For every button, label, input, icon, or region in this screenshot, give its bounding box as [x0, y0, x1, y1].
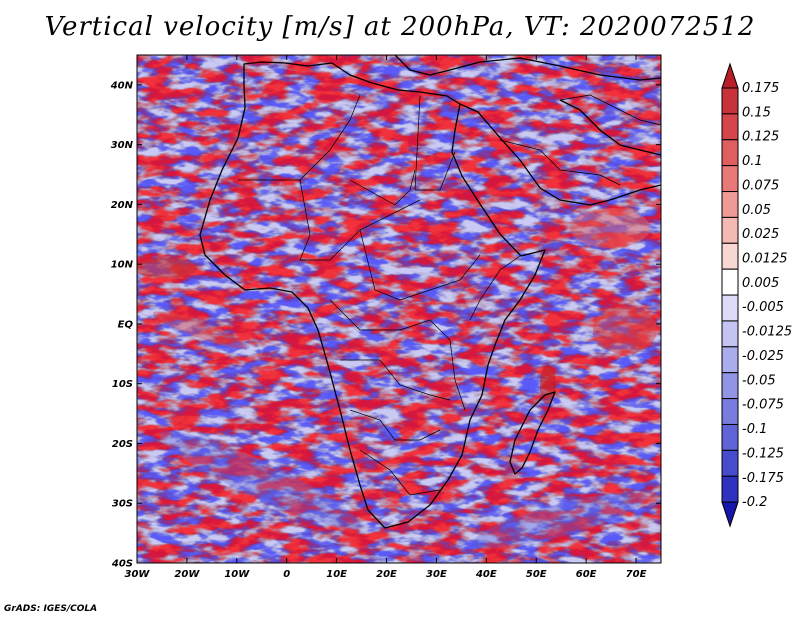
colorbar-swatch	[721, 191, 739, 218]
lon-tick-label: 10W	[224, 569, 250, 580]
border-line	[299, 179, 421, 261]
lon-tick-label: 20W	[174, 569, 200, 580]
lat-tick-label: 20S	[112, 439, 133, 450]
colorbar-label: 0.0125	[742, 252, 788, 267]
colorbar-label: -0.0125	[742, 325, 792, 340]
europe-asia-coastline	[394, 55, 661, 81]
longitude-labels: 30W 20W 10W 0 10E 20E 30E 40E 50E 60E 70E	[125, 569, 647, 580]
lat-tick-label: 30S	[112, 499, 133, 510]
border-line	[349, 169, 416, 206]
colorbar-label: 0.125	[742, 130, 779, 145]
colorbar-label: -0.05	[742, 373, 776, 388]
colorbar-swatch	[721, 423, 739, 451]
border-line	[414, 95, 456, 191]
lat-tick-label: 10N	[111, 260, 134, 271]
colorbar-label: -0.005	[742, 300, 784, 315]
gulf-coastline	[559, 99, 661, 156]
lat-tick-label: 30N	[111, 140, 134, 151]
colorbar-swatch	[721, 139, 739, 167]
africa-coastline	[199, 61, 546, 529]
field-feature	[137, 258, 197, 278]
colorbar-label: 0.175	[742, 81, 779, 96]
colorbar-swatch	[721, 242, 739, 270]
colorbar-label: -0.1	[742, 422, 767, 437]
colorbar-swatch	[721, 165, 739, 193]
colorbar-label: 0.15	[742, 105, 771, 120]
lat-tick-label: 40N	[110, 80, 134, 91]
lon-tick-label: 10E	[326, 569, 347, 580]
colorbar-label: 0.1	[742, 154, 763, 169]
lon-tick-label: 40E	[475, 569, 497, 580]
colorbar-swatch	[721, 87, 739, 115]
lon-tick-label: 30W	[125, 569, 151, 580]
lat-tick-label: EQ	[118, 319, 134, 330]
lon-tick-label: 0	[283, 569, 290, 580]
colorbar-swatch	[721, 320, 739, 348]
colorbar-swatch	[721, 372, 739, 400]
colorbar-label: -0.125	[742, 446, 784, 461]
colorbar-label: -0.025	[742, 349, 784, 364]
border-line	[238, 94, 361, 181]
colorbar-arrow-top	[721, 62, 739, 89]
colorbar-label: 0.025	[742, 227, 779, 242]
border-line	[559, 94, 661, 126]
colorbar-swatch	[721, 268, 739, 296]
colorbar-label: 0.075	[742, 178, 779, 193]
field-feature	[593, 306, 657, 354]
colorbar-arrow-bottom	[721, 501, 739, 528]
colorbar-swatch	[721, 398, 739, 425]
field-feature	[540, 365, 556, 405]
colorbar-label: -0.175	[742, 471, 784, 486]
lat-tick-label: 20N	[111, 200, 134, 211]
lon-tick-label: 70E	[626, 569, 647, 580]
coastlines	[199, 55, 661, 529]
lat-tick-label: 10S	[112, 379, 133, 390]
field-feature	[152, 311, 248, 349]
field-feature	[472, 492, 648, 548]
credit-text: GrADS: IGES/COLA	[4, 604, 98, 614]
border-line	[359, 449, 441, 496]
colorbar-swatch	[721, 113, 739, 141]
border-line	[329, 299, 451, 341]
country-borders	[238, 94, 661, 496]
colorbar-label: -0.075	[742, 398, 784, 413]
lon-tick-label: 20E	[376, 569, 397, 580]
field-feature	[160, 430, 360, 530]
colorbar-swatch	[721, 449, 739, 477]
colorbar-swatch	[721, 294, 739, 322]
colorbar-label: 0.005	[742, 276, 779, 291]
lon-tick-label: 30E	[426, 569, 447, 580]
madagascar-coastline	[509, 391, 556, 475]
colorbar-label: 0.05	[742, 203, 771, 218]
map-title: Vertical velocity [m/s] at 200hPa, VT: 2…	[44, 12, 756, 42]
field-feature	[570, 208, 650, 248]
lon-tick-label: 50E	[526, 569, 547, 580]
arabia-coastline	[459, 103, 661, 206]
colorbar-labels: 0.175 0.15 0.125 0.1 0.075 0.05 0.025 0.0125 0.0…	[742, 81, 792, 510]
border-line	[469, 255, 521, 321]
border-line	[499, 139, 621, 186]
latitude-labels: 40N 30N 20N 10N EQ 10S 20S 30S 40S	[110, 80, 134, 569]
border-line	[349, 409, 441, 441]
axis-ticks	[136, 55, 661, 564]
colorbar-swatch	[721, 216, 739, 244]
colorbar-label: -0.2	[742, 495, 767, 510]
colorbar	[721, 62, 739, 528]
colorbar-swatch	[721, 346, 739, 374]
border-line	[340, 359, 451, 401]
border-line	[449, 339, 466, 411]
field-positive-pattern	[137, 55, 661, 563]
lat-tick-label: 40S	[111, 559, 133, 570]
colorbar-swatch	[721, 475, 739, 503]
border-line	[359, 229, 481, 301]
lon-tick-label: 60E	[576, 569, 597, 580]
field-plot	[137, 55, 661, 563]
map-frame	[136, 54, 662, 564]
